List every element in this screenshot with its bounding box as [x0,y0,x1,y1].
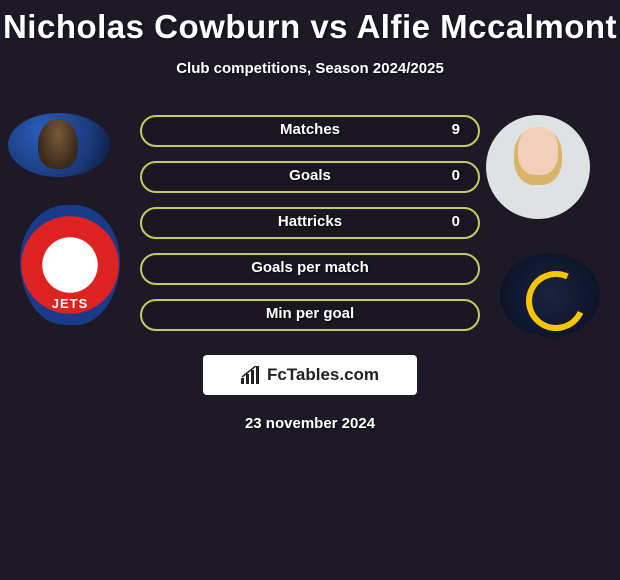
page-title: Nicholas Cowburn vs Alfie Mccalmont [0,0,620,46]
stat-row: Matches 9 [140,115,480,147]
stat-row: Min per goal [140,299,480,331]
brand-badge: FcTables.com [203,355,417,395]
stat-value-p2: 0 [452,167,460,184]
stat-label: Min per goal [142,305,478,322]
stat-value-p2: 0 [452,213,460,230]
page-subtitle: Club competitions, Season 2024/2025 [0,46,620,77]
comparison-date: 23 november 2024 [0,395,620,432]
player2-avatar [486,115,590,219]
player1-club-badge [20,205,120,325]
brand-text: FcTables.com [267,365,379,385]
stat-row: Goals per match [140,253,480,285]
player1-avatar [8,113,110,177]
chart-icon [241,366,261,384]
stat-label: Goals per match [142,259,478,276]
stat-rows: Matches 9 Goals 0 Hattricks 0 Goals per … [140,115,480,345]
stat-value-p2: 9 [452,121,460,138]
stat-row: Goals 0 [140,161,480,193]
comparison-area: Matches 9 Goals 0 Hattricks 0 Goals per … [0,109,620,349]
player2-club-badge [500,253,600,337]
stat-label: Goals [142,167,478,184]
stat-label: Hattricks [142,213,478,230]
stat-row: Hattricks 0 [140,207,480,239]
stat-label: Matches [142,121,478,138]
